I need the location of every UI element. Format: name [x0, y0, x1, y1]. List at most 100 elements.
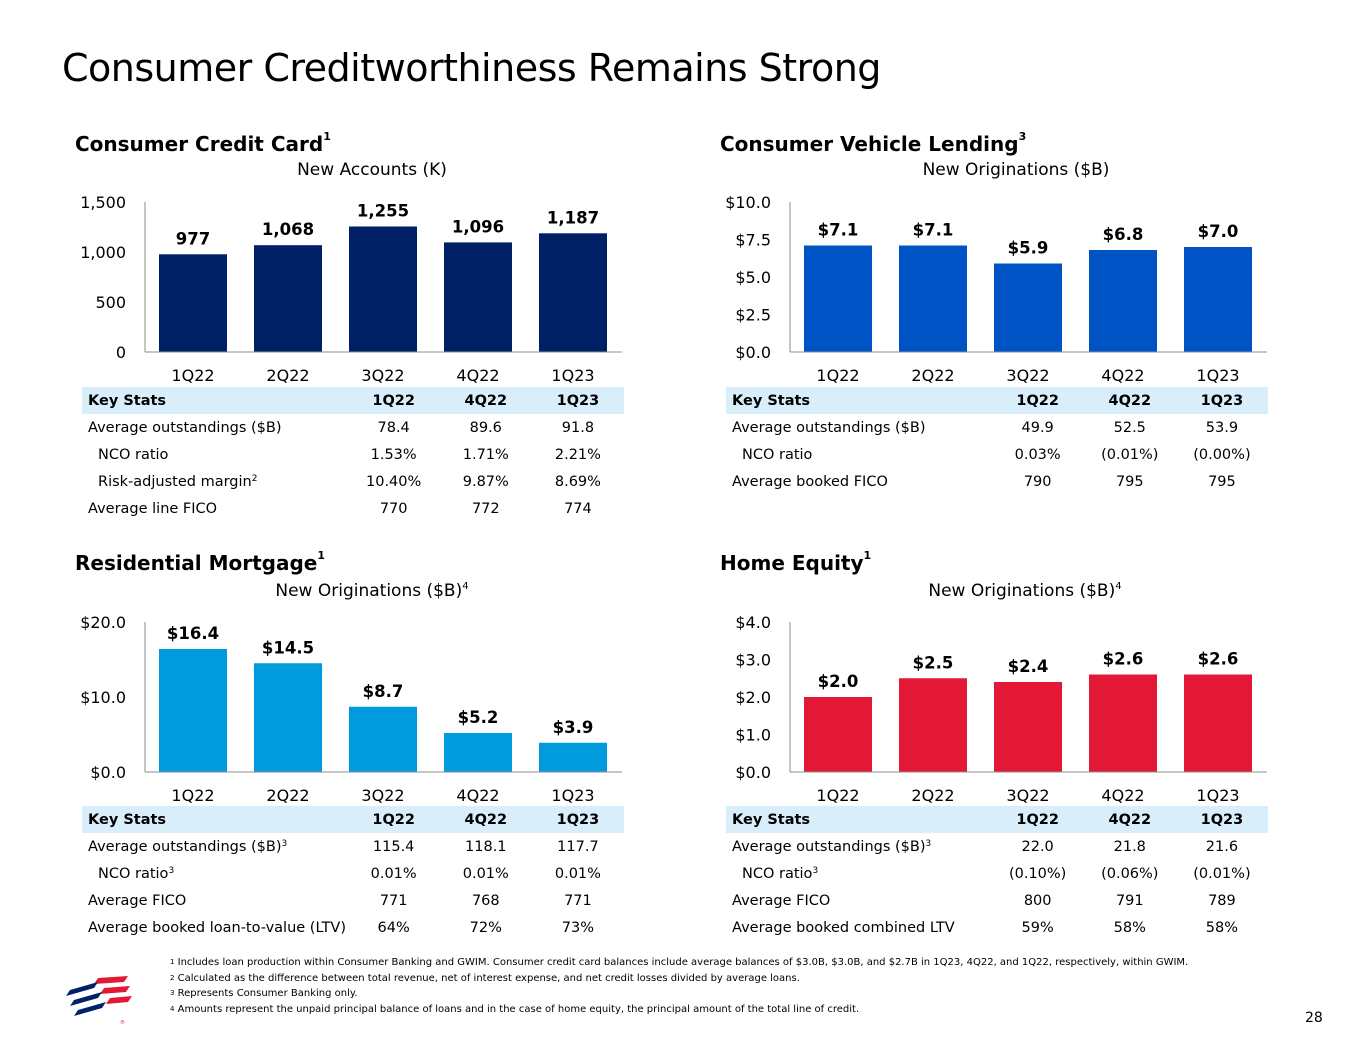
row-value: 21.6 [1205, 838, 1239, 855]
row-label: NCO ratio3 [726, 860, 992, 887]
data-label: 1,255 [357, 202, 409, 221]
row-value: 115.4 [372, 838, 415, 855]
table-row: Average outstandings ($B)3 115.4 118.1 117.… [82, 833, 624, 860]
table-row: Average FICO 771 768 771 [82, 887, 624, 914]
row-label: Average outstandings ($B) [726, 414, 992, 441]
footnote-number: 3 [170, 989, 175, 997]
data-label: $2.0 [818, 672, 859, 691]
y-tick-label: 500 [95, 293, 126, 312]
table-header-label: Key Stats [82, 806, 348, 833]
row-value: 791 [1115, 892, 1144, 909]
row-label-text: NCO ratio [98, 446, 169, 463]
data-label: $2.6 [1103, 650, 1144, 669]
bar-1q23 [1184, 247, 1252, 352]
data-label: $6.8 [1103, 225, 1144, 244]
x-tick-label: 3Q22 [1006, 786, 1049, 805]
row-value: 89.6 [469, 419, 502, 436]
row-value: 0.01% [554, 865, 601, 882]
bar-3q22 [994, 682, 1062, 772]
section-title-residential-mortgage: Residential Mortgage1 [75, 549, 325, 575]
chart-residential-mortgage: $0.0 $10.0 $20.0 $16.4 1Q22 $14.5 2Q22 $8.7 3Q22… [80, 613, 622, 805]
table-header-period: 1Q23 [531, 806, 624, 833]
data-label: $8.7 [363, 682, 404, 701]
chart-vehicle-lending: $0.0 $2.5 $5.0 $7.5 $10.0 $7.1 1Q22 $7.1 2Q22 $5.… [725, 193, 1267, 385]
footnote-2: 2 Calculated as the difference between t… [170, 971, 1188, 987]
row-value: 22.0 [1021, 838, 1054, 855]
row-value: 58% [1113, 919, 1146, 936]
footnote-4: 4 Amounts represent the unpaid principal… [170, 1002, 1188, 1018]
table-row: Average outstandings ($B) 78.4 89.6 91.8 [82, 414, 624, 441]
bar-1q23 [539, 233, 607, 352]
row-value: 0.03% [1014, 446, 1061, 463]
row-value: (0.06%) [1101, 865, 1159, 882]
bar-2q22 [899, 245, 967, 352]
row-label: Average booked loan-to-value (LTV) [82, 914, 348, 941]
data-label: $2.6 [1198, 650, 1239, 669]
data-label: $3.9 [553, 718, 594, 737]
row-label: Average FICO [82, 887, 348, 914]
row-label: NCO ratio3 [82, 860, 348, 887]
bar-3q22 [349, 706, 417, 772]
table-header-row: Key Stats 1Q22 4Q22 1Q23 [82, 806, 624, 833]
x-tick-label: 1Q23 [1196, 366, 1239, 385]
data-label: $2.4 [1008, 657, 1049, 676]
row-label: Average booked combined LTV [726, 914, 992, 941]
row-value: 118.1 [465, 838, 507, 855]
table-header-row: Key Stats 1Q22 4Q22 1Q23 [82, 387, 624, 414]
page-title: Consumer Creditworthiness Remains Strong [62, 46, 881, 90]
svg-text:®: ® [120, 1019, 125, 1026]
footnote-ref: 3 [925, 838, 932, 849]
footnote-number: 2 [170, 973, 175, 982]
footnote-number: 1 [170, 958, 175, 966]
table-row: Risk-adjusted margin2 10.40% 9.87% 8.69% [82, 468, 624, 495]
bar-4q22 [444, 733, 512, 772]
bar-1q22 [159, 649, 227, 772]
row-value: 795 [1208, 473, 1236, 490]
data-label: $7.1 [913, 221, 954, 240]
y-tick-label: $0.0 [90, 763, 126, 782]
x-tick-label: 1Q23 [551, 786, 594, 805]
row-label-text: Average outstandings ($B) [732, 838, 926, 855]
table-header-period: 1Q23 [1175, 387, 1268, 414]
table-header-period: 1Q23 [531, 387, 624, 414]
footnote-ref: 3 [812, 865, 819, 876]
row-label-text: Average FICO [88, 892, 187, 909]
row-label-text: NCO ratio [742, 865, 813, 882]
table-row: Average line FICO 770 772 774 [82, 495, 624, 522]
row-value: 59% [1021, 919, 1054, 936]
data-label: $14.5 [262, 638, 314, 657]
bar-3q22 [349, 226, 417, 352]
table-header-period: 1Q22 [991, 806, 1084, 833]
row-value: 64% [377, 919, 410, 936]
row-label: Average line FICO [82, 495, 348, 522]
row-value: (0.00%) [1193, 446, 1251, 463]
table-header-period: 4Q22 [439, 387, 532, 414]
row-value: (0.01%) [1193, 865, 1251, 882]
row-label: NCO ratio [82, 441, 348, 468]
x-tick-label: 1Q23 [1196, 786, 1239, 805]
bar-2q22 [899, 678, 967, 772]
table-header-period: 4Q22 [1083, 806, 1176, 833]
section-title-vehicle-lending: Consumer Vehicle Lending3 [720, 130, 1027, 156]
table-row: NCO ratio3 0.01% 0.01% 0.01% [82, 860, 624, 887]
row-label: Average FICO [726, 887, 992, 914]
row-label: Average outstandings ($B) [82, 414, 348, 441]
footnote-text: Represents Consumer Banking only. [174, 988, 358, 999]
bar-4q22 [444, 242, 512, 352]
row-value: 78.4 [377, 419, 410, 436]
row-label: Average outstandings ($B)3 [82, 833, 348, 860]
x-tick-label: 1Q23 [551, 366, 594, 385]
footnote-number: 4 [170, 1004, 175, 1013]
footnote-3: 3 Represents Consumer Banking only. [170, 986, 1188, 1002]
table-row: Average FICO 800 791 789 [726, 887, 1268, 914]
bar-1q23 [1184, 674, 1252, 772]
data-label: $2.5 [913, 653, 954, 672]
bar-2q22 [254, 663, 322, 772]
table-row: Average outstandings ($B)3 22.0 21.8 21.6 [726, 833, 1268, 860]
footnote-ref: 3 [281, 838, 288, 849]
data-label: $7.0 [1198, 222, 1239, 241]
data-label: $5.2 [458, 708, 499, 727]
x-tick-label: 3Q22 [1006, 366, 1049, 385]
row-value: 49.9 [1021, 419, 1054, 436]
row-label: Average booked FICO [726, 468, 992, 495]
